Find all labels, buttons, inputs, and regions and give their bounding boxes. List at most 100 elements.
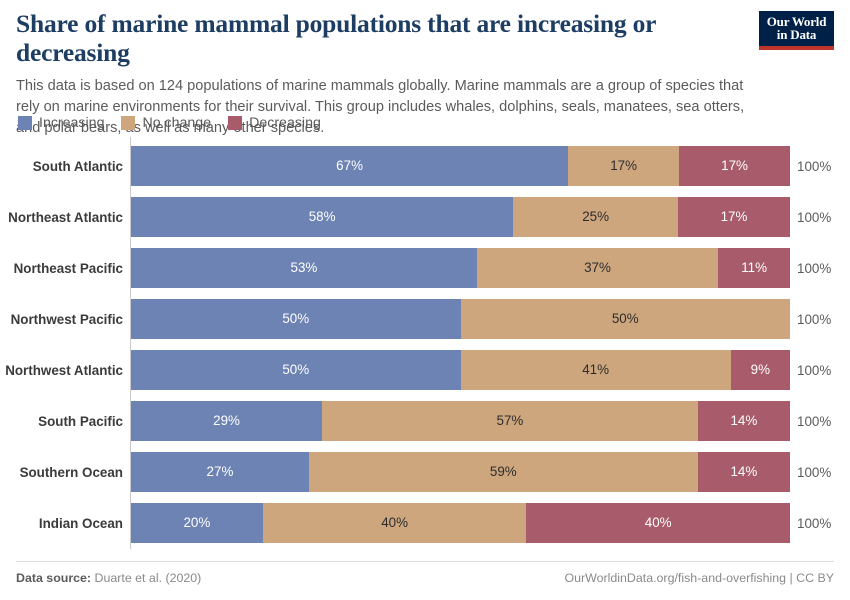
bar-segment-value: 50% (282, 362, 310, 378)
stacked-bar[interactable]: 50% 50% (131, 299, 790, 339)
chart-footer: Data source: Duarte et al. (2020) OurWor… (16, 571, 834, 585)
bar-row-total: 100% (797, 362, 832, 378)
bar-row-label: Northwest Pacific (10, 311, 123, 327)
data-source: Data source: Duarte et al. (2020) (16, 571, 201, 585)
legend-swatch-icon (18, 116, 32, 131)
bar-row-label: Northwest Atlantic (5, 362, 123, 378)
bar-segment-no-change[interactable]: 59% (308, 452, 698, 492)
bar-row-label: South Atlantic (32, 158, 123, 174)
bar-row-label: South Pacific (38, 413, 123, 429)
bar-segment-no-change[interactable]: 50% (460, 299, 790, 339)
bar-segment-decreasing[interactable]: 40% (526, 503, 790, 543)
owid-logo[interactable]: Our World in Data (759, 11, 834, 50)
bar-segment-value: 17% (721, 158, 748, 174)
bar-segment-no-change[interactable]: 25% (513, 197, 678, 237)
bar-row[interactable]: Southern Ocean 27% 59% 14% 100% (0, 452, 850, 492)
bar-segment-decreasing[interactable]: 9% (730, 350, 790, 390)
bar-row[interactable]: Northeast Atlantic 58% 25% 17% 100% (0, 197, 850, 237)
legend-item-label: Decreasing (249, 115, 321, 131)
bar-segment-decreasing[interactable]: 17% (679, 146, 790, 186)
bar-segment-no-change[interactable]: 57% (322, 401, 698, 441)
bar-segment-value: 17% (610, 158, 638, 174)
attribution-link[interactable]: OurWorldinData.org/fish-and-overfishing … (564, 571, 835, 585)
footer-divider (16, 561, 834, 562)
bar-segment-value: 67% (336, 158, 363, 174)
bar-segment-increasing[interactable]: 50% (131, 299, 461, 339)
legend-item-increasing[interactable]: Increasing (18, 116, 104, 130)
stacked-bar[interactable]: 67% 17% 17% (131, 146, 790, 186)
bar-row[interactable]: Northwest Atlantic 50% 41% 9% 100% (0, 350, 850, 390)
bar-segment-value: 27% (206, 464, 234, 480)
bar-row-total: 100% (797, 209, 832, 225)
bar-segment-increasing[interactable]: 53% (131, 248, 477, 288)
bar-segment-value: 40% (381, 515, 408, 531)
bar-segment-value: 59% (489, 464, 517, 480)
bar-segment-increasing[interactable]: 29% (131, 401, 323, 441)
stacked-bar[interactable]: 27% 59% 14% (131, 452, 790, 492)
bar-segment-value: 9% (750, 362, 771, 378)
bar-row-label: Southern Ocean (19, 464, 123, 480)
bar-segment-increasing[interactable]: 67% (131, 146, 569, 186)
bar-rows: South Atlantic 67% 17% 17% 100% Northeast Atl… (0, 146, 850, 554)
bar-row[interactable]: South Pacific 29% 57% 14% 100% (0, 401, 850, 441)
bar-row-total: 100% (797, 515, 832, 531)
page-title: Share of marine mammal populations that … (16, 9, 656, 67)
owid-logo-line2: in Data (776, 27, 817, 42)
bar-segment-value: 53% (290, 260, 318, 276)
bar-segment-value: 50% (282, 311, 310, 327)
bar-segment-decreasing[interactable]: 14% (697, 452, 790, 492)
bar-row-label: Northeast Pacific (13, 260, 123, 276)
bar-row[interactable]: Northeast Pacific 53% 37% 11% 100% (0, 248, 850, 288)
bar-segment-no-change[interactable]: 17% (568, 146, 680, 186)
bar-segment-decreasing[interactable]: 14% (697, 401, 790, 441)
bar-segment-value: 40% (644, 515, 672, 531)
chart-header: Share of marine mammal populations that … (16, 9, 834, 139)
bar-segment-value: 41% (582, 362, 609, 378)
stacked-bar[interactable]: 53% 37% 11% (131, 248, 790, 288)
bar-row[interactable]: Indian Ocean 20% 40% 40% 100% (0, 503, 850, 543)
bar-segment-value: 11% (741, 260, 768, 276)
bar-row-total: 100% (797, 158, 832, 174)
bar-row[interactable]: Northwest Pacific 50% 50% 100% (0, 299, 850, 339)
bar-row-label: Northeast Atlantic (8, 209, 123, 225)
bar-segment-increasing[interactable]: 27% (131, 452, 309, 492)
bar-segment-no-change[interactable]: 37% (476, 248, 719, 288)
bar-segment-value: 20% (183, 515, 211, 531)
stacked-bar[interactable]: 58% 25% 17% (131, 197, 790, 237)
chart-subtitle: This data is based on 124 populations of… (16, 78, 745, 137)
bar-row-total: 100% (797, 413, 832, 429)
stacked-bar[interactable]: 20% 40% 40% (131, 503, 790, 543)
legend-item-label: No change (142, 115, 212, 131)
bar-segment-increasing[interactable]: 50% (131, 350, 461, 390)
bar-segment-decreasing[interactable]: 11% (718, 248, 790, 288)
bar-segment-value: 57% (496, 413, 524, 429)
bar-row-total: 100% (797, 311, 832, 327)
stacked-bar[interactable]: 29% 57% 14% (131, 401, 790, 441)
bar-row-total: 100% (797, 260, 832, 276)
bar-segment-increasing[interactable]: 20% (131, 503, 263, 543)
bar-segment-value: 50% (611, 311, 639, 327)
legend-swatch-icon (121, 116, 136, 131)
bar-segment-value: 25% (582, 209, 609, 225)
bar-segment-value: 14% (730, 413, 758, 429)
bar-row-total: 100% (797, 464, 832, 480)
bar-segment-increasing[interactable]: 58% (131, 197, 514, 237)
legend-swatch-icon (228, 116, 243, 131)
bar-segment-value: 58% (308, 209, 336, 225)
legend-item-no-change[interactable]: No change (121, 116, 211, 130)
bar-row[interactable]: South Atlantic 67% 17% 17% 100% (0, 146, 850, 186)
legend-item-decreasing[interactable]: Decreasing (228, 116, 321, 130)
data-source-label: Data source: (16, 571, 92, 585)
bar-segment-no-change[interactable]: 41% (460, 350, 731, 390)
bar-segment-no-change[interactable]: 40% (262, 503, 527, 543)
bar-segment-value: 17% (720, 209, 748, 225)
chart-legend: Increasing No change Decreasing (18, 116, 321, 130)
data-source-value: Duarte et al. (2020) (94, 571, 202, 585)
bar-row-label: Indian Ocean (38, 515, 123, 531)
bar-segment-decreasing[interactable]: 17% (677, 197, 790, 237)
bar-segment-value: 29% (213, 413, 240, 429)
y-axis-line (130, 137, 131, 549)
legend-item-label: Increasing (39, 115, 105, 131)
stacked-bar[interactable]: 50% 41% 9% (131, 350, 790, 390)
